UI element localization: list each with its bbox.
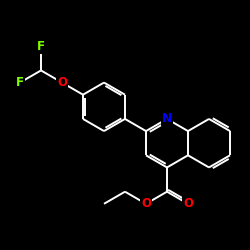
- Text: F: F: [37, 40, 45, 53]
- Text: N: N: [162, 112, 172, 126]
- Text: O: O: [57, 76, 67, 89]
- Text: F: F: [16, 76, 24, 89]
- Text: O: O: [141, 197, 151, 210]
- Text: O: O: [183, 197, 193, 210]
